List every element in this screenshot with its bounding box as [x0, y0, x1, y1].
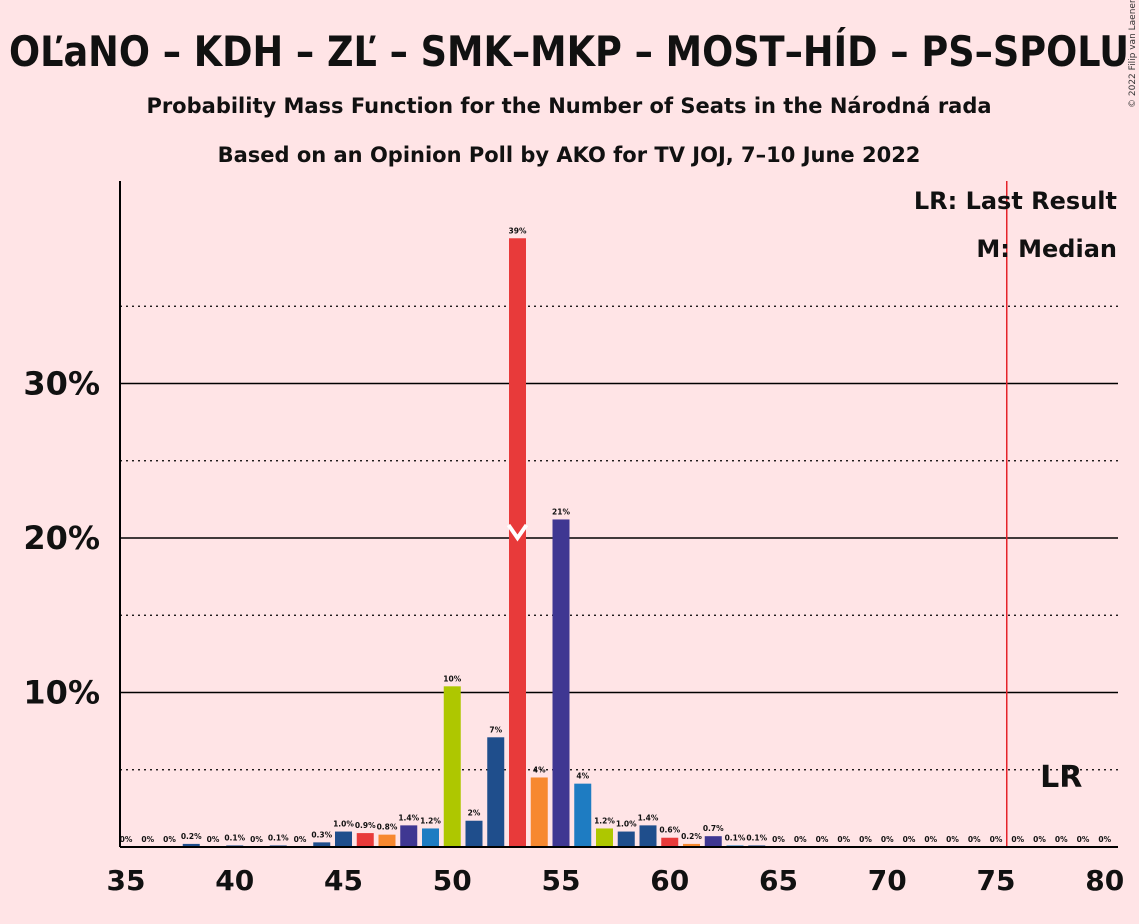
- chart-subtitle-2: Based on an Opinion Poll by AKO for TV J…: [218, 143, 921, 167]
- bar-label-47: 0.8%: [377, 823, 398, 832]
- bar-label-56: 4%: [576, 772, 589, 781]
- bar-label-80: 0%: [1098, 835, 1111, 844]
- bar-48: [400, 825, 418, 847]
- bar-label-39: 0%: [207, 835, 220, 844]
- bar-label-77: 0%: [1033, 835, 1046, 844]
- chart-subtitle-1: Probability Mass Function for the Number…: [146, 94, 991, 118]
- median-chevron: [506, 523, 529, 542]
- x-tick-label-60: 60: [650, 864, 689, 897]
- bar-label-51: 2%: [468, 809, 481, 818]
- bar-59: [639, 825, 657, 847]
- bar-label-65: 0%: [772, 835, 785, 844]
- bar-label-45: 1.0%: [333, 820, 354, 829]
- x-tick-label-50: 50: [433, 864, 472, 897]
- bar-label-49: 1.2%: [420, 816, 441, 825]
- bar-61: [683, 843, 700, 847]
- bar-label-79: 0%: [1077, 835, 1090, 844]
- bar-label-55: 21%: [552, 507, 570, 516]
- bar-label-36: 0%: [141, 835, 154, 844]
- bar-label-74: 0%: [968, 835, 981, 844]
- bar-44: [313, 842, 331, 847]
- bar-label-43: 0%: [294, 835, 307, 844]
- legend-median: M: Median: [976, 235, 1117, 263]
- bar-53: [509, 238, 526, 847]
- bar-label-61: 0.2%: [681, 832, 702, 841]
- y-tick-label-10: 10%: [23, 674, 100, 712]
- bar-label-69: 0%: [859, 835, 872, 844]
- bar-label-42: 0.1%: [268, 833, 289, 842]
- bar-56: [574, 783, 592, 847]
- grid-lines: [120, 305, 1118, 771]
- bar-label-70: 0%: [881, 835, 894, 844]
- bar-label-59: 1.4%: [638, 813, 659, 822]
- last-result-label: LR: [1040, 760, 1082, 795]
- bar-label-50: 10%: [443, 674, 461, 683]
- bar-62: [704, 836, 722, 847]
- legend-last-result: LR: Last Result: [914, 187, 1117, 215]
- x-tick-label-70: 70: [868, 864, 907, 897]
- bar-45: [335, 831, 352, 847]
- x-tick-label-75: 75: [977, 864, 1016, 897]
- bar-label-60: 0.6%: [659, 826, 680, 835]
- bar-label-40: 0.1%: [224, 833, 245, 842]
- bar-label-68: 0%: [837, 835, 850, 844]
- bar-label-66: 0%: [794, 835, 807, 844]
- bar-51: [465, 820, 483, 847]
- bar-label-63: 0.1%: [725, 833, 746, 842]
- bar-55: [552, 519, 570, 847]
- bar-labels: 0% 0% 0% 0.2% 0% 0.1% 0% 0.1% 0%0.3%1.0% 0.9% 0.8%…: [120, 226, 1112, 844]
- bar-label-58: 1.0%: [616, 820, 637, 829]
- x-tick-label-55: 55: [542, 864, 581, 897]
- x-tick-label-45: 45: [324, 864, 363, 897]
- last-result-marker: LR: [1006, 181, 1082, 847]
- bars: [182, 238, 766, 847]
- bar-38: [182, 843, 200, 847]
- bar-label-44: 0.3%: [311, 830, 332, 839]
- bar-54: [530, 777, 548, 847]
- copyright-notice: © 2022 Filip van Laenen: [1128, 0, 1138, 108]
- median-marker: [506, 523, 529, 542]
- bar-46: [356, 833, 374, 847]
- bar-label-75: 0%: [990, 835, 1003, 844]
- chart-title: OĽaNO – KDH – ZĽ – SMK–MKP – MOST–HÍD – …: [9, 26, 1129, 76]
- bar-58: [617, 831, 635, 847]
- y-tick-label-30: 30%: [23, 365, 100, 403]
- bar-57: [596, 828, 613, 847]
- bar-label-71: 0%: [903, 835, 916, 844]
- x-tick-label-40: 40: [215, 864, 254, 897]
- bar-label-54: 4%: [533, 765, 546, 774]
- bar-47: [378, 834, 396, 847]
- bar-label-67: 0%: [816, 835, 829, 844]
- x-tick-label-80: 80: [1085, 864, 1124, 897]
- bar-label-72: 0%: [924, 835, 937, 844]
- bar-label-76: 0%: [1011, 835, 1024, 844]
- bar-label-78: 0%: [1055, 835, 1068, 844]
- bar-label-73: 0%: [946, 835, 959, 844]
- bar-label-62: 0.7%: [703, 824, 724, 833]
- axes: 35 40 45 50 55 60 65 70 75 80 10% 20% 30%: [23, 181, 1124, 897]
- bar-label-48: 1.4%: [398, 813, 419, 822]
- bar-label-46: 0.9%: [355, 821, 376, 830]
- bar-label-53: 39%: [509, 226, 527, 235]
- bar-label-41: 0%: [250, 835, 263, 844]
- bar-label-52: 7%: [489, 725, 502, 734]
- x-tick-label-35: 35: [107, 864, 146, 897]
- bar-label-35: 0%: [120, 835, 133, 844]
- y-tick-label-20: 20%: [23, 519, 100, 557]
- bar-60: [661, 837, 679, 847]
- bar-label-37: 0%: [163, 835, 176, 844]
- bar-label-38: 0.2%: [181, 832, 202, 841]
- bar-49: [422, 828, 439, 847]
- bar-label-64: 0.1%: [746, 833, 767, 842]
- x-tick-label-65: 65: [759, 864, 798, 897]
- bar-52: [487, 737, 505, 847]
- bar-50: [443, 686, 461, 847]
- bar-label-57: 1.2%: [594, 816, 615, 825]
